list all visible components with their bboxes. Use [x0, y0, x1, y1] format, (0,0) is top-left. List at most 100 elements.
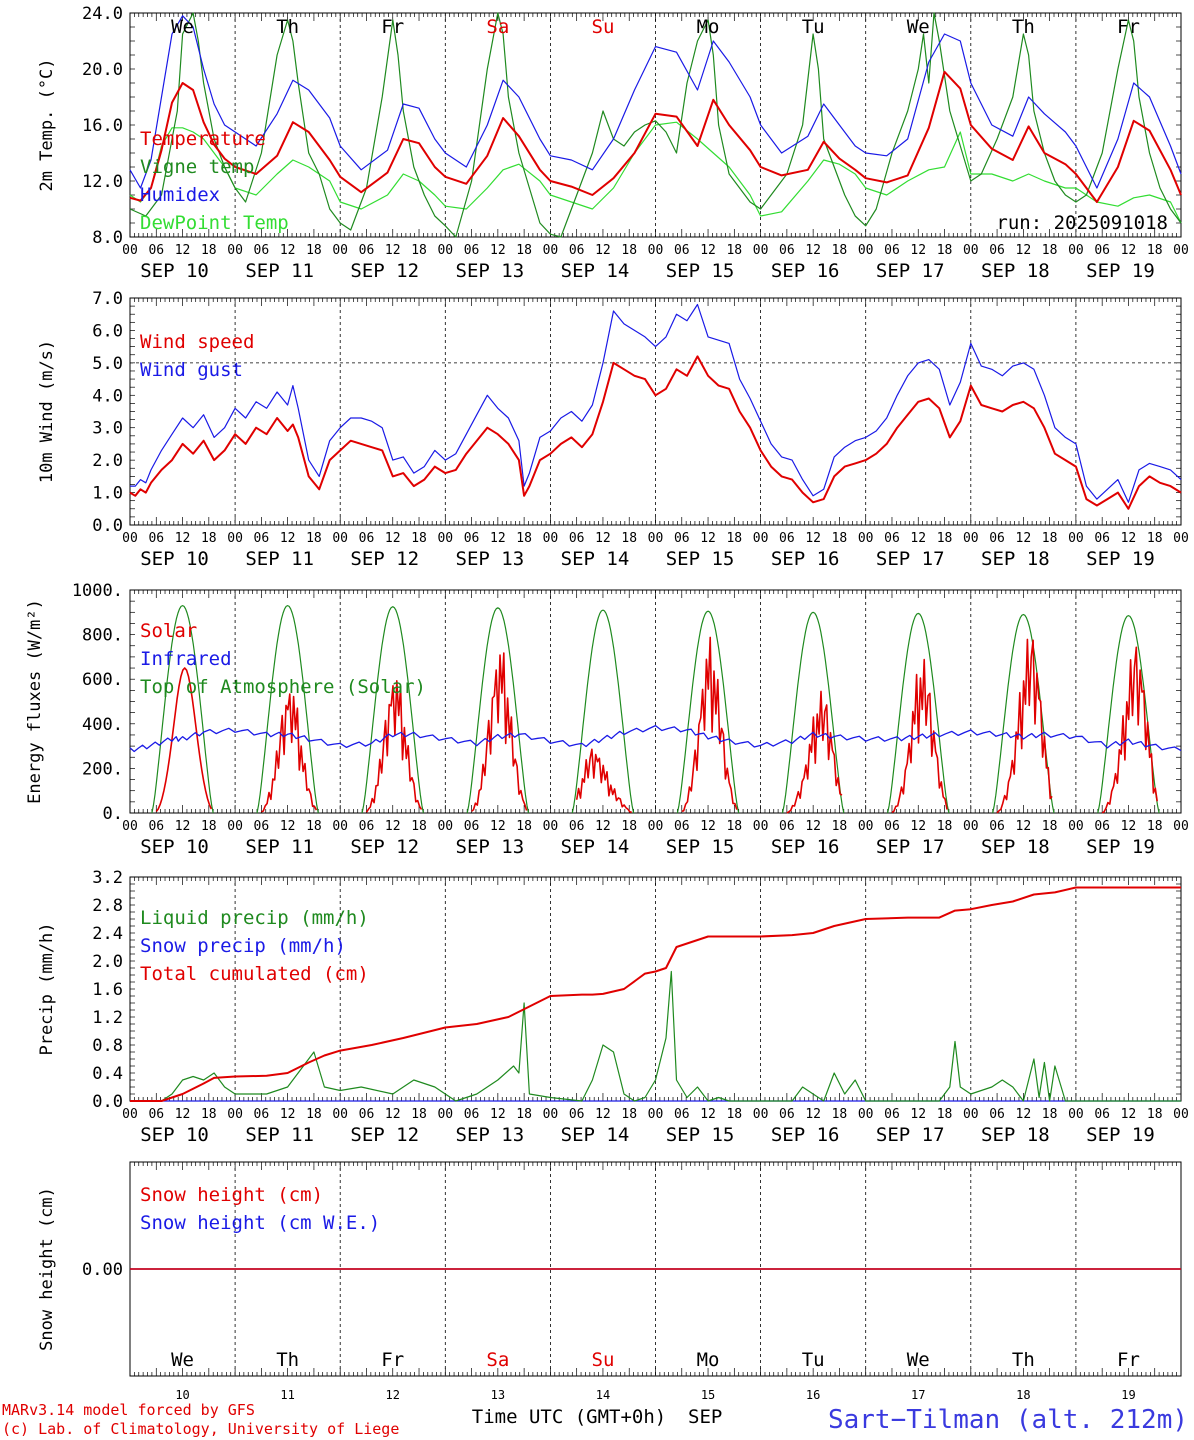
hour-label: 18: [937, 819, 953, 834]
hour-label: 12: [700, 531, 716, 546]
date-label: SEP 14: [561, 1124, 630, 1146]
date-label: SEP 11: [245, 260, 314, 282]
hour-label: 00: [1173, 243, 1189, 258]
day-name-label: Th: [1012, 1349, 1035, 1371]
date-label: SEP 12: [350, 260, 419, 282]
date-label: SEP 19: [1086, 260, 1155, 282]
series-solar: [365, 679, 423, 813]
y-tick-label: 0.8: [92, 1036, 123, 1056]
hour-label: 12: [1121, 1107, 1137, 1122]
hour-label: 18: [1147, 1107, 1163, 1122]
legend-entry: Wind speed: [140, 331, 254, 353]
hour-label: 06: [1094, 531, 1110, 546]
hour-label: 18: [832, 531, 848, 546]
hour-label: 12: [910, 531, 926, 546]
hour-label: 00: [227, 243, 243, 258]
hour-label: 00: [648, 1107, 664, 1122]
hour-label: 18: [726, 1107, 742, 1122]
day-name-label: Tu: [802, 1349, 825, 1371]
hour-label: 12: [175, 819, 191, 834]
series-infrared: [129, 724, 1182, 753]
date-label: SEP 11: [245, 1124, 314, 1146]
hour-label: 12: [910, 243, 926, 258]
hour-label: 12: [1016, 243, 1032, 258]
hour-label: 06: [989, 1107, 1005, 1122]
hour-label: 18: [832, 819, 848, 834]
hour-label: 00: [122, 531, 138, 546]
y-tick-label: 2.8: [92, 896, 123, 916]
hour-label: 18: [937, 243, 953, 258]
hour-label: 12: [1016, 1107, 1032, 1122]
hour-label: 06: [148, 1107, 164, 1122]
y-tick-label: 3.2: [92, 868, 123, 888]
y-tick-label: 8.0: [92, 228, 123, 248]
day-number-label: 18: [1016, 1388, 1030, 1402]
hour-label: 18: [621, 531, 637, 546]
day-name-label: Th: [1012, 16, 1035, 38]
series-vigne-temp: [129, 12, 1182, 238]
day-name-label: Mo: [697, 16, 720, 38]
date-label: SEP 16: [771, 548, 840, 570]
hour-label: 00: [543, 819, 559, 834]
hour-label: 18: [411, 243, 427, 258]
y-tick-label: 6.0: [92, 321, 123, 341]
hour-label: 06: [779, 1107, 795, 1122]
date-label: SEP 15: [666, 260, 735, 282]
hour-label: 18: [1147, 243, 1163, 258]
hour-label: 00: [543, 1107, 559, 1122]
hour-label: 06: [674, 531, 690, 546]
hour-label: 06: [464, 1107, 480, 1122]
hour-label: 00: [648, 819, 664, 834]
legend-entry: Wind gust: [140, 359, 243, 381]
x-axis-month: SEP: [688, 1406, 722, 1428]
y-tick-label: 7.0: [92, 289, 123, 309]
day-number-label: 13: [491, 1388, 505, 1402]
hour-label: 12: [490, 1107, 506, 1122]
date-label: SEP 11: [245, 548, 314, 570]
series-toa-solar: [466, 607, 530, 814]
day-name-label: We: [907, 1349, 930, 1371]
series-solar: [996, 638, 1053, 814]
date-label: SEP 17: [876, 836, 945, 858]
day-name-label: We: [907, 16, 930, 38]
hour-label: 12: [700, 819, 716, 834]
hour-label: 06: [254, 243, 270, 258]
hour-label: 12: [595, 531, 611, 546]
series-toa-solar: [151, 604, 214, 814]
day-name-label: Sa: [486, 1349, 509, 1371]
hour-label: 06: [359, 819, 375, 834]
hour-label: 12: [175, 243, 191, 258]
hour-label: 18: [1147, 531, 1163, 546]
date-label: SEP 18: [981, 548, 1050, 570]
hour-label: 00: [1068, 243, 1084, 258]
y-tick-label: 2.0: [92, 952, 123, 972]
day-name-label: Tu: [802, 16, 825, 38]
hour-label: 06: [359, 531, 375, 546]
date-label: SEP 19: [1086, 836, 1155, 858]
hour-label: 12: [1016, 819, 1032, 834]
date-label: SEP 10: [140, 548, 209, 570]
day-name-label: Fr: [1117, 1349, 1140, 1371]
hour-label: 06: [674, 1107, 690, 1122]
hour-label: 06: [884, 531, 900, 546]
hour-label: 06: [569, 1107, 585, 1122]
date-label: SEP 12: [350, 548, 419, 570]
hour-label: 00: [437, 243, 453, 258]
hour-label: 00: [227, 531, 243, 546]
series-solar: [261, 693, 318, 813]
hour-label: 06: [359, 1107, 375, 1122]
hour-label: 00: [753, 819, 769, 834]
date-label: SEP 17: [876, 548, 945, 570]
hour-label: 12: [910, 819, 926, 834]
hour-label: 12: [1121, 531, 1137, 546]
hour-label: 12: [805, 531, 821, 546]
date-label: SEP 15: [666, 1124, 735, 1146]
hour-label: 06: [1094, 819, 1110, 834]
hour-label: 12: [280, 243, 296, 258]
date-label: SEP 13: [456, 836, 525, 858]
day-name-label: Th: [276, 1349, 299, 1371]
day-name-label: Fr: [1117, 16, 1140, 38]
series-wind-speed: [129, 355, 1182, 510]
hour-label: 06: [254, 819, 270, 834]
date-label: SEP 13: [456, 1124, 525, 1146]
